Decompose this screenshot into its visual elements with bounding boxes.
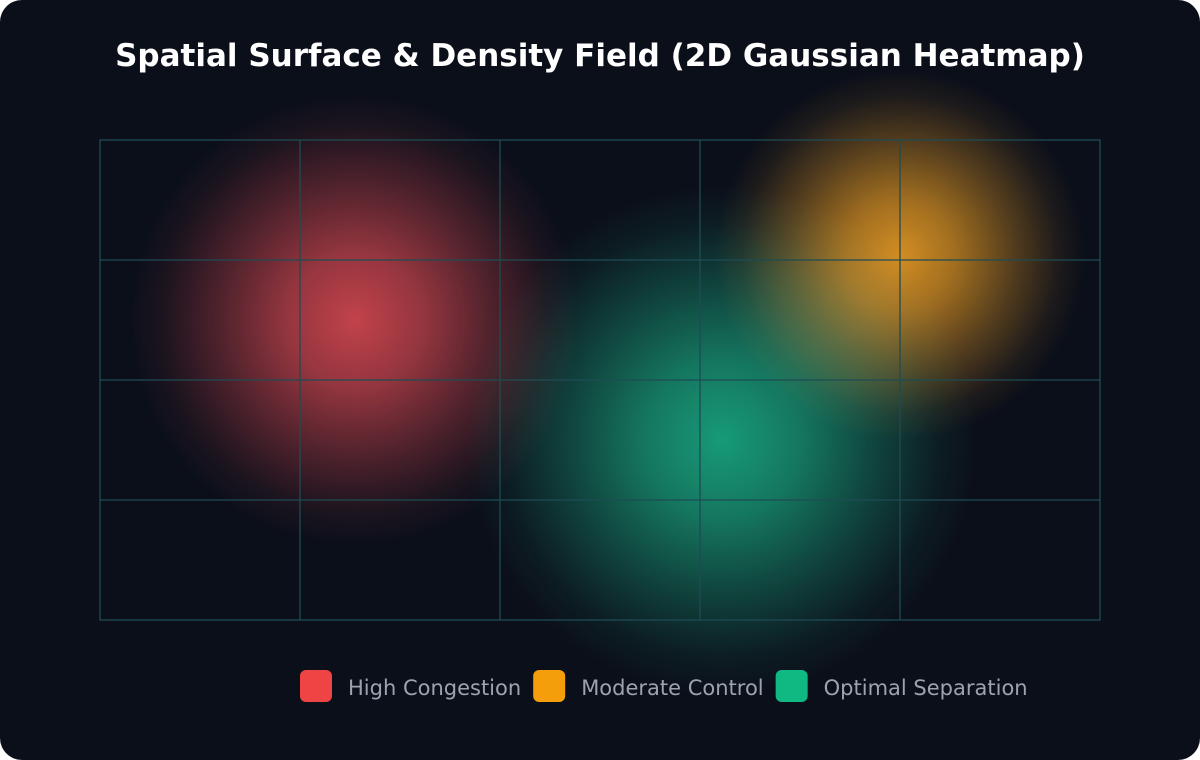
heatmap — [130, 70, 1085, 695]
legend-label: Optimal Separation — [824, 676, 1028, 700]
legend-label: Moderate Control — [581, 676, 763, 700]
grid — [99, 139, 1101, 621]
density-blob — [467, 185, 977, 695]
density-blob — [130, 95, 580, 545]
legend-swatch — [533, 670, 566, 702]
legend: High Congestion Moderate Control Optimal S… — [300, 670, 1028, 702]
legend-swatch — [775, 670, 808, 702]
legend-swatch — [300, 670, 332, 702]
chart-title: Spatial Surface & Density Field (2D Gaus… — [115, 38, 1085, 74]
legend-label: High Congestion — [348, 676, 521, 700]
